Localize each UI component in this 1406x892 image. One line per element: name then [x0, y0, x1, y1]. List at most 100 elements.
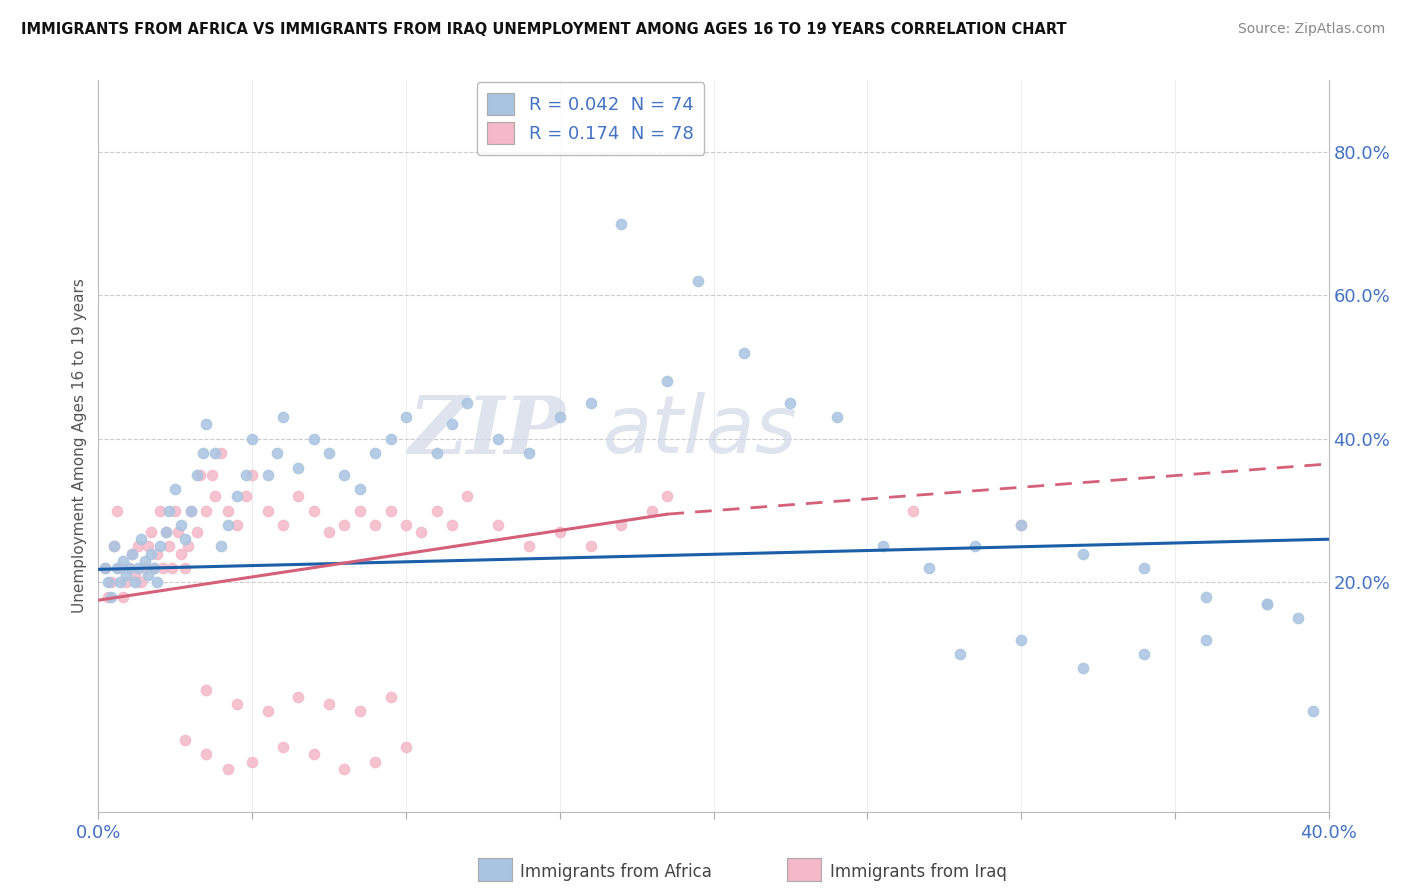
Point — [240, 755, 263, 769]
Point — [195, 682, 218, 697]
Point — [318, 524, 340, 539]
Point — [97, 575, 120, 590]
Point — [165, 503, 187, 517]
Point — [949, 647, 972, 661]
Point — [641, 503, 664, 517]
Point — [349, 482, 371, 496]
Point — [225, 517, 247, 532]
Point — [176, 540, 198, 554]
Point — [100, 590, 122, 604]
Point — [486, 432, 509, 446]
Point — [170, 547, 193, 561]
Point — [108, 575, 131, 590]
Point — [195, 747, 218, 762]
Point — [186, 467, 208, 482]
Point — [872, 540, 894, 554]
Point — [349, 704, 371, 718]
Point — [395, 740, 418, 755]
Point — [146, 547, 169, 561]
Point — [240, 467, 263, 482]
Point — [918, 561, 941, 575]
Point — [204, 489, 226, 503]
Point — [266, 446, 288, 460]
Text: atlas: atlas — [603, 392, 797, 470]
Point — [217, 762, 239, 776]
Point — [302, 747, 325, 762]
Point — [1256, 597, 1278, 611]
Text: Immigrants from Iraq: Immigrants from Iraq — [830, 863, 1007, 881]
Point — [225, 697, 247, 711]
Point — [100, 575, 122, 590]
Point — [579, 396, 602, 410]
Point — [1071, 661, 1094, 675]
Point — [318, 446, 340, 460]
Text: Source: ZipAtlas.com: Source: ZipAtlas.com — [1237, 22, 1385, 37]
Point — [118, 561, 141, 575]
Point — [173, 561, 195, 575]
Point — [97, 590, 120, 604]
Point — [657, 489, 679, 503]
Point — [235, 467, 257, 482]
Point — [142, 561, 165, 575]
Point — [1010, 517, 1032, 532]
Point — [93, 561, 115, 575]
Text: Immigrants from Africa: Immigrants from Africa — [520, 863, 711, 881]
Point — [271, 740, 294, 755]
Point — [302, 432, 325, 446]
Point — [256, 704, 278, 718]
Y-axis label: Unemployment Among Ages 16 to 19 years: Unemployment Among Ages 16 to 19 years — [72, 278, 87, 614]
Point — [115, 568, 138, 582]
Point — [657, 375, 679, 389]
Point — [127, 561, 149, 575]
Point — [349, 503, 371, 517]
Point — [121, 547, 143, 561]
Point — [287, 460, 309, 475]
Point — [779, 396, 801, 410]
Point — [157, 503, 180, 517]
Point — [456, 396, 478, 410]
Point — [103, 540, 125, 554]
Point — [426, 446, 449, 460]
Point — [155, 524, 177, 539]
Point — [217, 503, 239, 517]
Point — [302, 503, 325, 517]
Point — [124, 568, 146, 582]
Point — [441, 417, 464, 432]
Legend: R = 0.042  N = 74, R = 0.174  N = 78: R = 0.042 N = 74, R = 0.174 N = 78 — [477, 82, 704, 155]
Point — [131, 575, 153, 590]
Point — [162, 561, 183, 575]
Point — [103, 540, 125, 554]
Point — [287, 690, 309, 704]
Point — [380, 690, 402, 704]
Point — [548, 410, 571, 425]
Point — [142, 561, 165, 575]
Point — [579, 540, 602, 554]
Point — [318, 697, 340, 711]
Point — [136, 568, 159, 582]
Point — [1010, 517, 1032, 532]
Point — [256, 503, 278, 517]
Point — [395, 517, 418, 532]
Point — [134, 554, 156, 568]
Point — [112, 590, 135, 604]
Point — [170, 517, 193, 532]
Point — [395, 410, 418, 425]
Point — [157, 540, 180, 554]
Point — [733, 345, 755, 359]
Point — [411, 524, 433, 539]
Point — [963, 540, 986, 554]
Point — [146, 575, 169, 590]
Text: ZIP: ZIP — [409, 392, 567, 470]
Point — [201, 467, 224, 482]
Point — [93, 561, 115, 575]
Point — [1302, 704, 1324, 718]
Point — [105, 561, 128, 575]
Point — [173, 733, 195, 747]
Point — [112, 554, 135, 568]
Point — [195, 503, 218, 517]
Point — [127, 540, 149, 554]
Point — [271, 517, 294, 532]
Point — [195, 417, 218, 432]
Point — [1133, 647, 1156, 661]
Point — [204, 446, 226, 460]
